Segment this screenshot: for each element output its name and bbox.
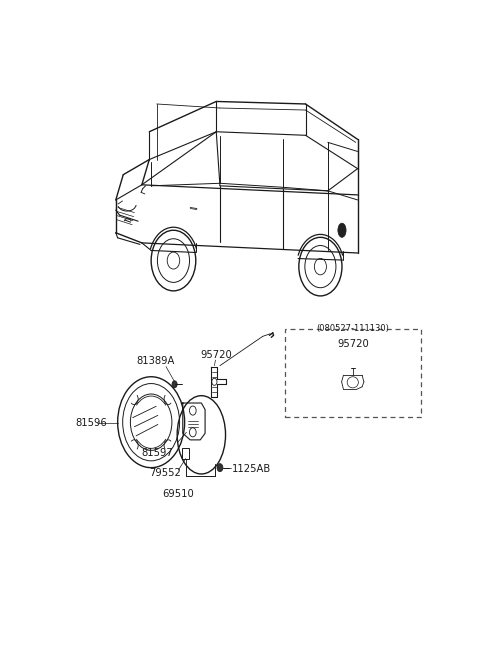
Text: 81597: 81597 [142, 449, 173, 459]
Text: 69510: 69510 [162, 489, 194, 499]
Text: 95720: 95720 [337, 339, 369, 350]
Circle shape [217, 464, 223, 472]
Text: 79552: 79552 [149, 468, 181, 478]
Text: 1125AB: 1125AB [232, 464, 271, 474]
Text: 81389A: 81389A [137, 356, 175, 365]
Text: (080527-111130): (080527-111130) [316, 324, 389, 333]
Text: 95720: 95720 [200, 350, 232, 360]
Circle shape [172, 380, 177, 388]
Ellipse shape [338, 223, 346, 237]
Text: 81596: 81596 [75, 419, 107, 428]
